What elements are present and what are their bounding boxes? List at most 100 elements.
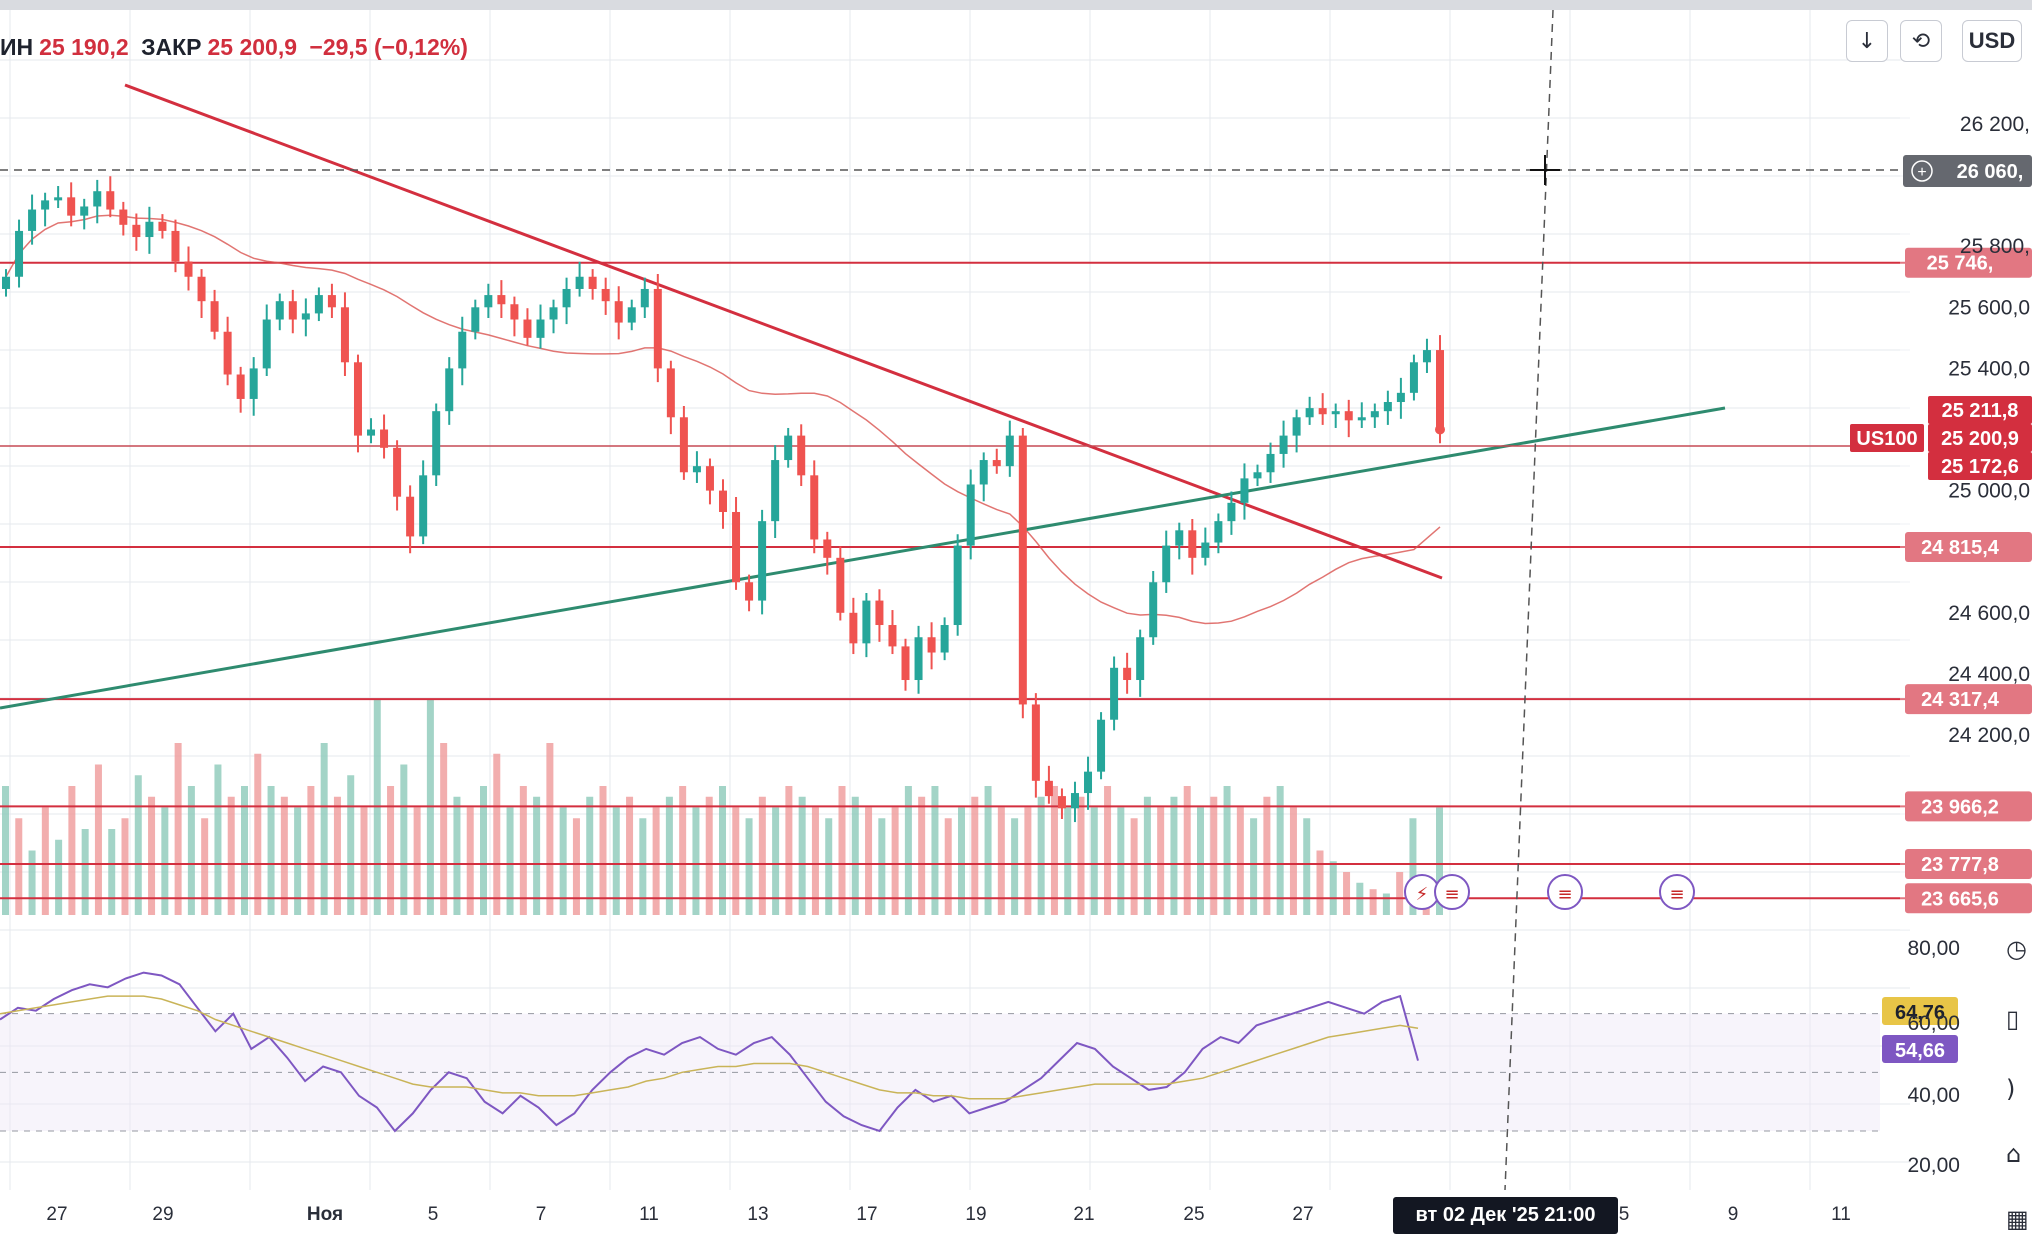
volume-bar [1104,786,1112,915]
candle-body [1409,362,1418,393]
candle-body [484,295,493,308]
volume-bar [440,743,448,915]
candle-body [106,191,115,210]
calendar-icon[interactable]: ▯ [2006,1005,2020,1033]
horizontal-levels[interactable]: 25 746, 24 815,4 24 317,4 23 966,2 23 777,8 2… [0,247,2032,914]
volume-bar [1117,807,1125,915]
volume-bar [466,807,474,915]
volume-bar [55,839,63,915]
volume-bar [307,786,315,915]
signal-icon[interactable]: ) [2006,1075,2016,1103]
volume-bar [772,807,780,915]
candle-body [1044,780,1053,797]
volume-bar [745,818,753,915]
candle-body [1422,350,1431,363]
candle-body [275,301,284,320]
volume-bar [719,786,726,915]
crosshair-price-tag: +26 060, [1903,155,2032,187]
time-axis[interactable]: 27 29 Ноя 5 7 11 13 17 19 21 25 27 5 9 11 [46,1204,1850,1225]
ascending-trendline [0,406,1726,710]
candle-body [523,319,532,338]
candle-body [1123,667,1132,681]
volume-bar [705,796,713,915]
price-tag: 25 172,6 [1928,452,2032,480]
candle-body [875,600,884,626]
crosshair-price-bg [1903,155,2032,187]
candle-body [2,276,10,289]
event-marker [1659,874,1695,910]
candle-body [132,224,141,238]
candle-body [1162,545,1171,583]
rsi-tick-label: 40,00 [1907,1084,1960,1107]
candle-body [797,435,806,476]
settings-icon[interactable]: ◷ [2006,935,2027,963]
rsi-tick-label: 80,00 [1907,937,1960,960]
trendlines[interactable] [0,83,1910,710]
candle-body [953,545,962,626]
volume-bar [732,807,740,915]
price-tag-bg [1928,396,2032,424]
add-plus-glyph: + [1917,164,1926,181]
volume-bar [1143,796,1151,915]
price-candles[interactable] [2,176,1445,823]
time-tick-label: 7 [536,1204,547,1225]
economic-events[interactable]: ⚡ ≡ ≡ ≡ [1404,874,1695,910]
volume-bar [865,807,873,915]
candle-body [1136,637,1145,681]
price-tag-bg [1928,424,2032,452]
candle-body [380,429,389,448]
level-tag: 24 815,4 [1905,531,2032,562]
volume-bar [1343,872,1351,915]
candle-body [41,200,50,210]
candle-body [1266,453,1275,473]
rsi-tick-label: 20,00 [1907,1154,1960,1177]
apps-grid-icon[interactable]: ▦ [2006,1205,2029,1233]
time-tick-label: 27 [1292,1204,1313,1225]
candle-body [327,295,336,308]
volume-bar [360,807,368,915]
ohlc-legend: ИН 25 190,2 ЗАКР 25 200,9 −29,5 (−0,12%) [0,34,474,61]
level-tag-label: 25 746, [1927,253,1994,275]
candle-body [1331,411,1340,415]
candle-body [80,206,89,216]
volume-bar [626,796,634,915]
volume-bar [174,743,182,915]
volume-bar [347,775,355,915]
candle-body [340,307,349,363]
volume-bar [825,818,833,915]
candle-body [562,288,571,308]
candle-body [210,301,219,332]
candle-body [653,288,662,369]
rsi-pane[interactable]: 64,76 54,66 80,00 60,00 40,00 20,00 [0,937,1960,1177]
candle-body [236,374,245,399]
candle-body [1436,350,1444,430]
candle-body [940,625,949,653]
download-button[interactable]: ↓ [1846,20,1888,62]
currency-button[interactable]: USD [1962,20,2022,62]
candle-body [119,209,128,225]
price-axis[interactable]: 26 200, 25 800, 25 600,0 25 400,0 25 000,0 24… [1850,10,2032,930]
candle-body [301,313,310,320]
price-tick-label: 26 200, [1960,113,2030,136]
volume-bar [904,786,912,915]
candle-body [888,625,897,647]
candle-body [901,646,910,681]
volume-bar [1289,807,1297,915]
volume-bar [148,796,156,915]
volume-bar [599,786,607,915]
low-label: ИН [0,34,34,60]
candle-body [249,368,258,399]
time-tick-label: 29 [152,1204,173,1225]
candle-body [719,490,727,512]
alert-bell-icon[interactable]: ⌂ [2006,1140,2022,1168]
close-label: ЗАКР [141,34,202,60]
volume-bar [387,786,395,915]
level-tag-label: 24 815,4 [1921,537,2000,559]
crosshair-price-label: 26 060, [1957,161,2024,183]
rsi-ma-line [0,995,1419,1100]
candle-body [28,209,37,231]
refresh-button[interactable]: ⟲ [1900,20,1942,62]
volume-bar [692,807,700,915]
volume-bar [108,829,116,915]
